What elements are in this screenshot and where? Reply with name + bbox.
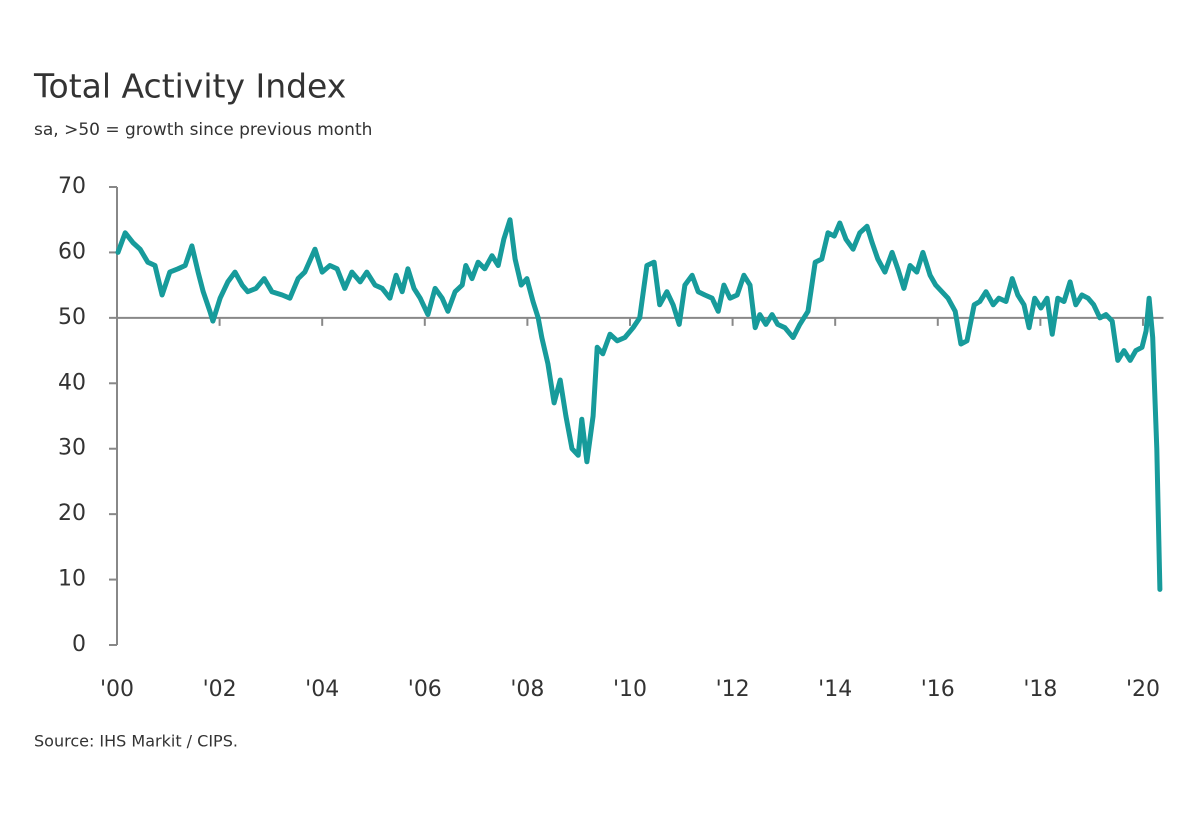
y-tick-label: 20: [58, 501, 86, 526]
chart-title: Total Activity Index: [33, 67, 346, 106]
x-tick-label: '02: [203, 677, 237, 702]
y-tick-label: 60: [58, 239, 86, 264]
x-tick-label: '12: [716, 677, 750, 702]
y-tick-label: 40: [58, 370, 86, 395]
y-tick-label: 10: [58, 567, 86, 592]
x-tick-label: '08: [510, 677, 544, 702]
x-tick-label: '18: [1023, 677, 1057, 702]
x-tick-label: '04: [305, 677, 339, 702]
x-tick-label: '14: [818, 677, 852, 702]
y-tick-label: 50: [58, 305, 86, 330]
x-tick-label: '06: [408, 677, 442, 702]
x-tick-label: '20: [1126, 677, 1160, 702]
source-note: Source: IHS Markit / CIPS.: [34, 732, 238, 751]
x-tick-label: '00: [100, 677, 134, 702]
x-tick-label: '16: [921, 677, 955, 702]
data-line: [115, 217, 1163, 592]
y-tick-label: 30: [58, 436, 86, 461]
y-tick-label: 70: [58, 174, 86, 199]
y-tick-label: 0: [72, 632, 86, 657]
chart-subtitle: sa, >50 = growth since previous month: [34, 120, 372, 140]
x-tick-label: '10: [613, 677, 647, 702]
